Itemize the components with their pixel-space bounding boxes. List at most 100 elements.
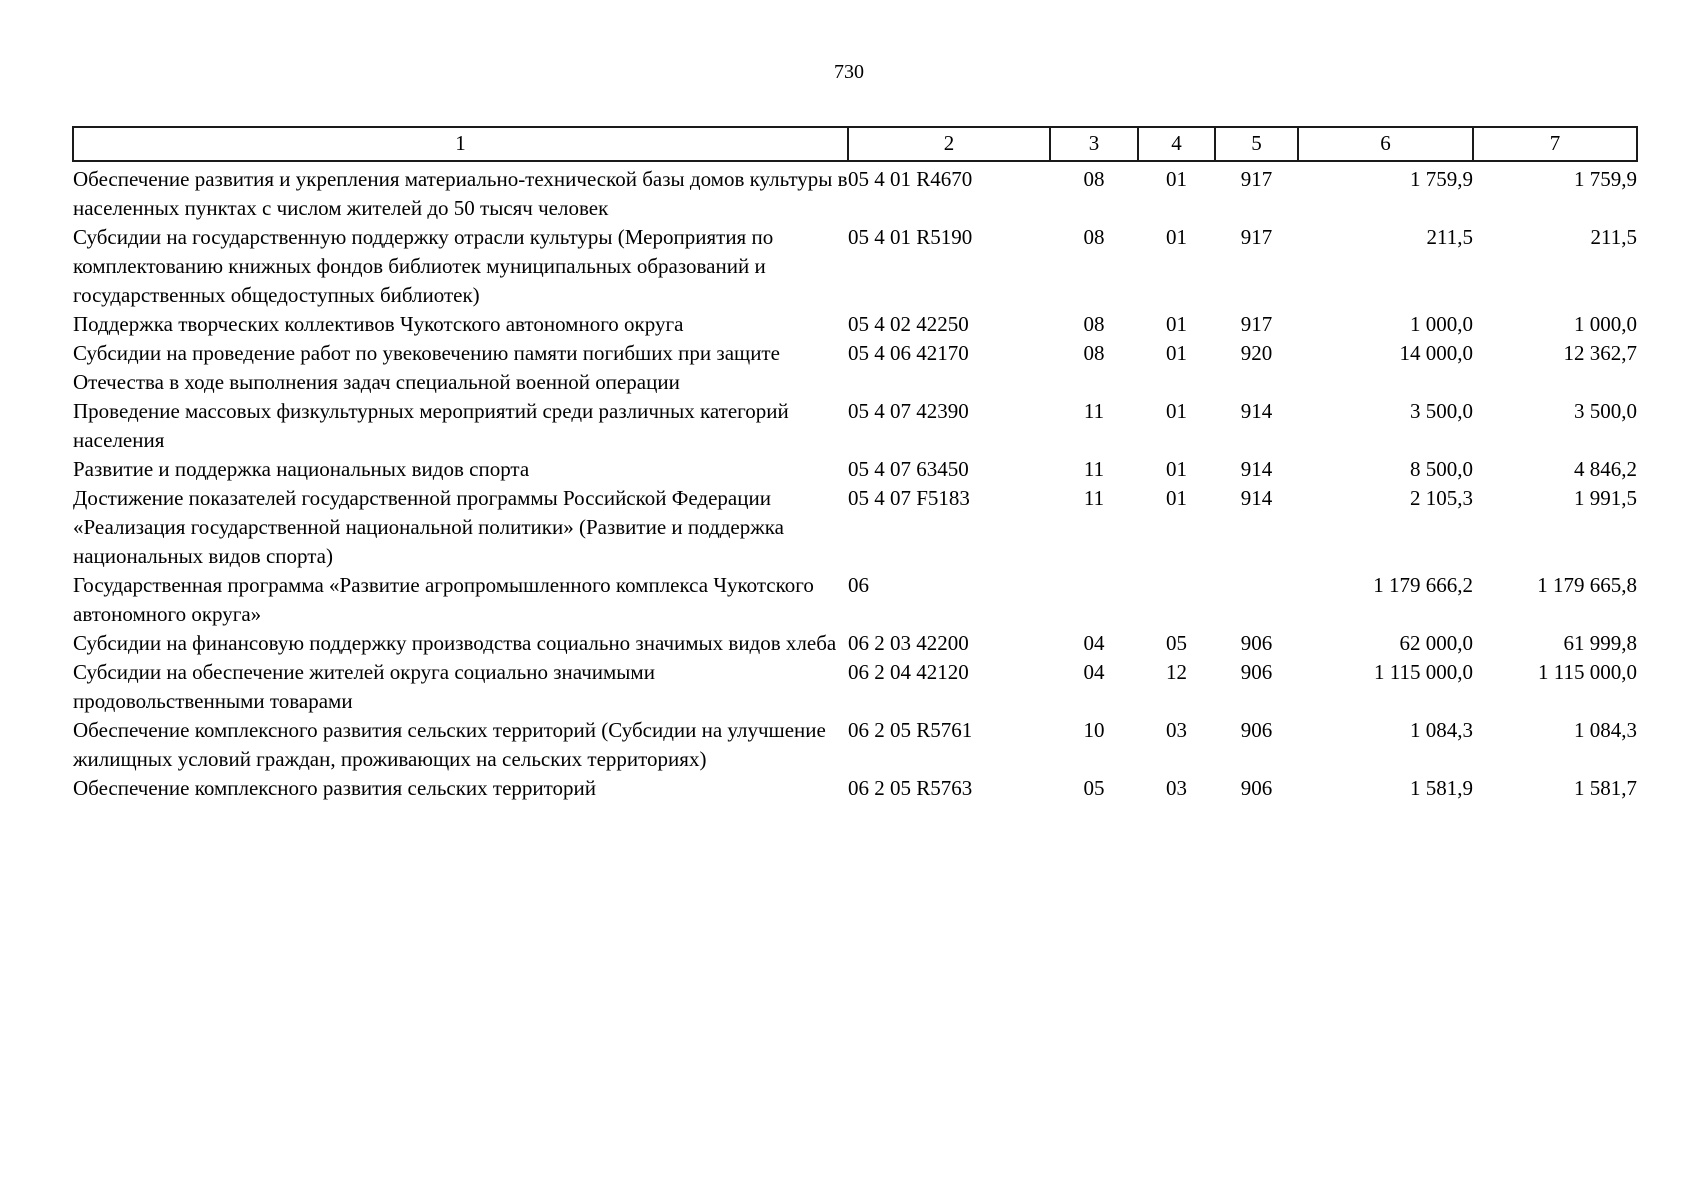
- cell-exec: 1 581,7: [1574, 776, 1637, 800]
- cell-rz: [1050, 571, 1138, 629]
- cell-pr: 01: [1166, 399, 1187, 423]
- header-cell: 6: [1297, 126, 1474, 162]
- page-number: 730: [834, 61, 864, 83]
- cell-code: 05 4 07 F5183: [848, 486, 970, 510]
- table-row: Государственная программа «Развитие агро…: [73, 571, 1637, 629]
- header-cell: 4: [1137, 126, 1216, 162]
- cell-name: Субсидии на финансовую поддержку произво…: [73, 631, 837, 655]
- cell-pr: 05: [1166, 631, 1187, 655]
- cell-name: Достижение показателей государственной п…: [73, 486, 784, 568]
- table-row: Развитие и поддержка национальных видов …: [73, 455, 1637, 484]
- cell-code: 06 2 04 42120: [848, 660, 969, 684]
- table-row: Достижение показателей государственной п…: [73, 484, 1637, 571]
- cell-exec: 12 362,7: [1563, 341, 1638, 365]
- cell-grbs: 917: [1240, 167, 1273, 191]
- cell-rz: 11: [1083, 457, 1105, 481]
- cell-plan: 1 084,3: [1410, 718, 1473, 742]
- cell-exec: 1 179 665,8: [1537, 573, 1637, 597]
- cell-name: Обеспечение комплексного развития сельск…: [73, 776, 597, 800]
- cell-code: 05 4 07 63450: [848, 457, 969, 481]
- cell-rz: 04: [1083, 631, 1105, 655]
- cell-grbs: 906: [1240, 718, 1273, 742]
- cell-grbs: 920: [1240, 341, 1273, 365]
- cell-exec: 1 115 000,0: [1538, 660, 1637, 684]
- cell-pr: 03: [1166, 718, 1187, 742]
- cell-plan: 2 105,3: [1410, 486, 1473, 510]
- cell-code: 06: [848, 573, 869, 597]
- cell-rz: 11: [1083, 399, 1105, 423]
- cell-name: Обеспечение развития и укрепления матери…: [73, 167, 848, 220]
- cell-rz: 11: [1083, 486, 1105, 510]
- cell-name: Обеспечение комплексного развития сельск…: [73, 718, 826, 771]
- cell-exec: 4 846,2: [1574, 457, 1637, 481]
- cell-exec: 3 500,0: [1574, 399, 1637, 423]
- cell-exec: 1 000,0: [1574, 312, 1637, 336]
- cell-exec: 1 084,3: [1574, 718, 1637, 742]
- cell-grbs: 914: [1240, 486, 1273, 510]
- cell-pr: 01: [1166, 312, 1187, 336]
- cell-pr: 01: [1166, 341, 1187, 365]
- cell-code: 05 4 07 42390: [848, 399, 969, 423]
- cell-plan: 14 000,0: [1399, 341, 1474, 365]
- table-body: Обеспечение развития и укрепления матери…: [73, 161, 1637, 803]
- cell-grbs: 914: [1240, 457, 1273, 481]
- table-row: Поддержка творческих коллективов Чукотск…: [73, 310, 1637, 339]
- table-row: Обеспечение комплексного развития сельск…: [73, 774, 1637, 803]
- cell-name: Поддержка творческих коллективов Чукотск…: [73, 312, 684, 336]
- cell-plan: 1 000,0: [1410, 312, 1473, 336]
- table-row: Обеспечение развития и укрепления матери…: [73, 161, 1637, 223]
- cell-grbs: 906: [1240, 776, 1273, 800]
- header-cell: 5: [1214, 126, 1299, 162]
- cell-plan: 62 000,0: [1399, 631, 1474, 655]
- cell-exec: 1 759,9: [1574, 167, 1637, 191]
- cell-plan: 1 759,9: [1410, 167, 1473, 191]
- cell-rz: 08: [1083, 167, 1105, 191]
- cell-pr: [1138, 571, 1215, 629]
- cell-code: 05 4 01 R4670: [848, 167, 973, 191]
- cell-code: 05 4 06 42170: [848, 341, 969, 365]
- cell-grbs: 917: [1240, 225, 1273, 249]
- cell-pr: 01: [1166, 225, 1187, 249]
- header-cell: 1: [72, 126, 849, 162]
- cell-grbs: 906: [1240, 660, 1273, 684]
- cell-grbs: [1215, 571, 1298, 629]
- cell-rz: 08: [1083, 341, 1105, 365]
- cell-name: Субсидии на проведение работ по увековеч…: [73, 341, 780, 394]
- cell-code: 05 4 02 42250: [848, 312, 969, 336]
- cell-name: Субсидии на государственную поддержку от…: [73, 225, 774, 307]
- cell-code: 06 2 05 R5763: [848, 776, 973, 800]
- cell-rz: 05: [1083, 776, 1105, 800]
- cell-pr: 01: [1166, 167, 1187, 191]
- cell-rz: 08: [1083, 225, 1105, 249]
- cell-rz: 04: [1083, 660, 1105, 684]
- cell-code: 05 4 01 R5190: [848, 225, 973, 249]
- cell-grbs: 906: [1240, 631, 1273, 655]
- cell-grbs: 914: [1240, 399, 1273, 423]
- table-row: Проведение массовых физкультурных меропр…: [73, 397, 1637, 455]
- cell-plan: 8 500,0: [1410, 457, 1473, 481]
- cell-exec: 61 999,8: [1563, 631, 1638, 655]
- cell-rz: 08: [1083, 312, 1105, 336]
- table-row: Субсидии на государственную поддержку от…: [73, 223, 1637, 310]
- table-row: Субсидии на проведение работ по увековеч…: [73, 339, 1637, 397]
- cell-grbs: 917: [1240, 312, 1273, 336]
- header-cell: 3: [1049, 126, 1139, 162]
- cell-plan: 1 179 666,2: [1373, 573, 1473, 597]
- cell-plan: 3 500,0: [1410, 399, 1473, 423]
- cell-name: Государственная программа «Развитие агро…: [73, 573, 814, 626]
- cell-pr: 01: [1166, 486, 1187, 510]
- cell-name: Проведение массовых физкультурных меропр…: [73, 399, 789, 452]
- cell-exec: 1 991,5: [1574, 486, 1637, 510]
- cell-rz: 10: [1083, 718, 1105, 742]
- cell-plan: 1 115 000,0: [1374, 660, 1473, 684]
- table-row: Субсидии на финансовую поддержку произво…: [73, 629, 1637, 658]
- cell-name: Развитие и поддержка национальных видов …: [73, 457, 530, 481]
- table-row: Субсидии на обеспечение жителей округа с…: [73, 658, 1637, 716]
- cell-code: 06 2 05 R5761: [848, 718, 973, 742]
- cell-plan: 1 581,9: [1410, 776, 1473, 800]
- header-cell: 7: [1472, 126, 1638, 162]
